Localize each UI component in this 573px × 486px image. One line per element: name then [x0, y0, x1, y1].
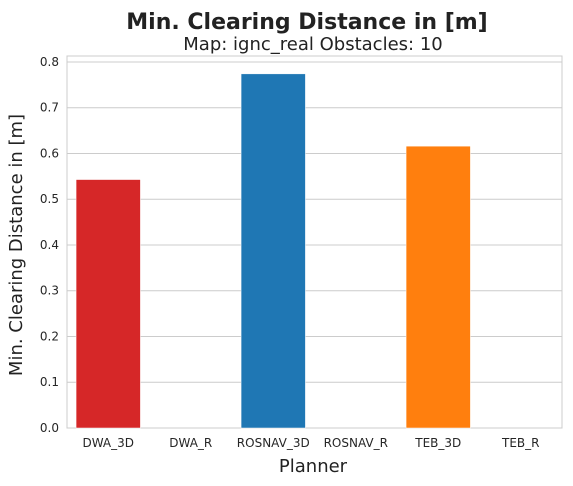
y-tick-label: 0.2	[40, 329, 59, 343]
x-tick-label: ROSNAV_3D	[237, 436, 310, 450]
y-tick-label: 0.0	[40, 421, 59, 435]
bar-teb-3d	[405, 145, 471, 429]
x-tick-label: ROSNAV_R	[324, 436, 388, 450]
y-tick-label: 0.3	[40, 284, 59, 298]
x-axis-label: Planner	[279, 456, 348, 477]
bars	[75, 73, 471, 429]
plot-frame	[66, 55, 563, 429]
x-tick-label: TEB_3D	[414, 436, 461, 450]
y-axis-ticks: 0.0 0.1 0.2 0.3 0.4 0.5 0.6 0.7 0.8	[40, 55, 59, 435]
y-tick-label: 0.6	[40, 146, 59, 160]
y-tick-label: 0.7	[40, 101, 59, 115]
x-tick-label: DWA_R	[169, 436, 212, 450]
x-axis-ticks: DWA_3D DWA_R ROSNAV_3D ROSNAV_R TEB_3D TEB_R	[82, 436, 539, 450]
chart-title: Min. Clearing Distance in [m]	[126, 10, 487, 35]
x-tick-label: TEB_R	[501, 436, 539, 450]
y-tick-label: 0.8	[40, 55, 59, 69]
bar-dwa-3d	[75, 179, 141, 429]
y-tick-label: 0.4	[40, 238, 59, 252]
x-tick-label: DWA_3D	[82, 436, 134, 450]
y-axis-label: Min. Clearing Distance in [m]	[6, 114, 27, 376]
bar-rosnav-3d	[240, 73, 306, 429]
y-tick-label: 0.5	[40, 192, 59, 206]
chart-subtitle: Map: ignc_real Obstacles: 10	[183, 34, 442, 55]
grid-lines	[66, 55, 563, 429]
y-tick-label: 0.1	[40, 375, 59, 389]
